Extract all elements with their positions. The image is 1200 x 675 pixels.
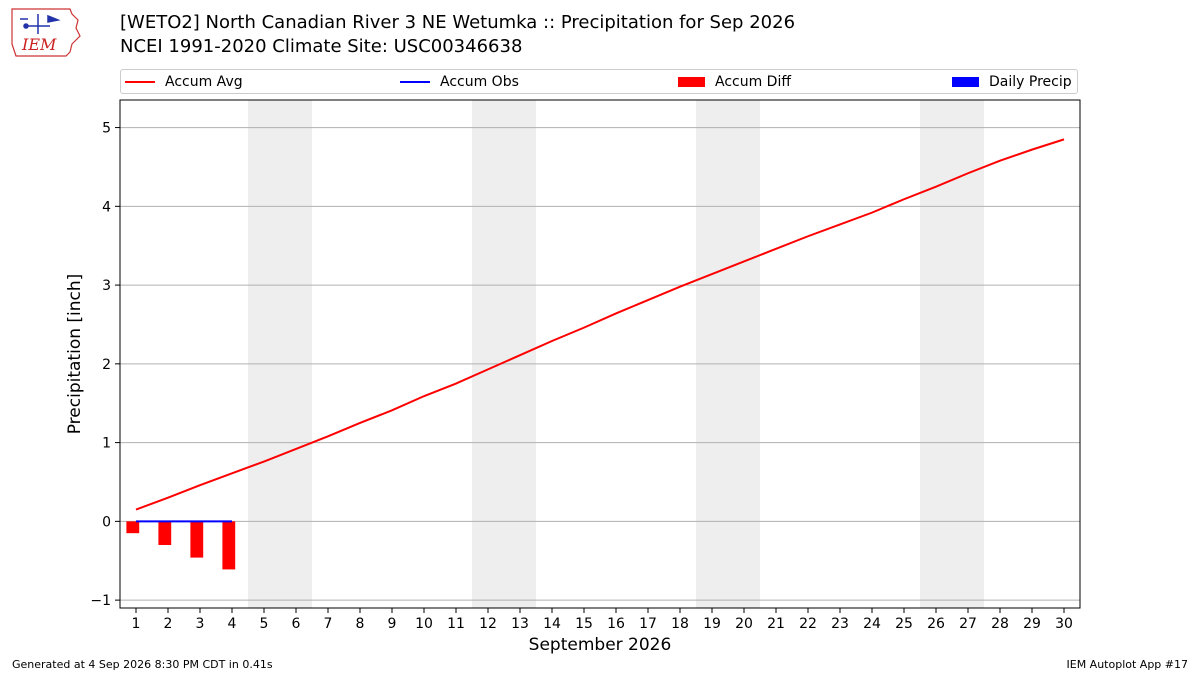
legend-item-accum-obs: Accum Obs bbox=[400, 73, 519, 91]
legend-swatch-accum-diff bbox=[678, 77, 705, 87]
x-tick-label: 15 bbox=[575, 616, 593, 632]
x-tick-label: 24 bbox=[863, 616, 881, 632]
x-tick-label: 29 bbox=[1023, 616, 1041, 632]
legend-item-accum-diff: Accum Diff bbox=[678, 73, 791, 91]
x-tick-label: 30 bbox=[1055, 616, 1073, 632]
accum-diff-bar bbox=[222, 521, 236, 570]
legend-label-daily-precip: Daily Precip bbox=[989, 74, 1072, 90]
x-tick-label: 28 bbox=[991, 616, 1009, 632]
legend-swatch-accum-obs bbox=[400, 81, 430, 83]
x-tick-label: 18 bbox=[671, 616, 689, 632]
iem-logo: IEM bbox=[8, 6, 82, 60]
accum-diff-bar bbox=[190, 521, 204, 558]
x-tick-label: 11 bbox=[447, 616, 465, 632]
accum-diff-bar bbox=[126, 521, 140, 534]
logo-text: IEM bbox=[21, 35, 57, 54]
legend-item-accum-avg: Accum Avg bbox=[125, 73, 243, 91]
x-tick-label: 27 bbox=[959, 616, 977, 632]
legend-swatch-daily-precip bbox=[952, 77, 979, 87]
x-tick-label: 1 bbox=[132, 616, 141, 632]
x-tick-label: 2 bbox=[164, 616, 173, 632]
chart-legend: Accum Avg Accum Obs Accum Diff Daily Pre… bbox=[120, 69, 1078, 94]
x-tick-label: 4 bbox=[228, 616, 237, 632]
y-tick-label: 2 bbox=[102, 357, 111, 373]
x-tick-label: 10 bbox=[415, 616, 433, 632]
x-tick-label: 17 bbox=[639, 616, 657, 632]
y-tick-label: 0 bbox=[102, 514, 111, 530]
chart-subtitle: NCEI 1991-2020 Climate Site: USC00346638 bbox=[120, 36, 523, 57]
y-tick-label: 5 bbox=[102, 121, 111, 137]
weather-station-icon bbox=[20, 14, 61, 34]
legend-label-accum-avg: Accum Avg bbox=[165, 74, 243, 90]
x-tick-label: 22 bbox=[799, 616, 817, 632]
x-tick-label: 23 bbox=[831, 616, 849, 632]
x-tick-label: 26 bbox=[927, 616, 945, 632]
plot-frame bbox=[119, 99, 1081, 609]
x-tick-label: 13 bbox=[511, 616, 529, 632]
y-axis-label: Precipitation [inch] bbox=[65, 274, 85, 435]
x-axis-label: September 2026 bbox=[529, 635, 672, 655]
footer-app: IEM Autoplot App #17 bbox=[1066, 658, 1189, 671]
y-tick-label: 3 bbox=[102, 278, 111, 294]
x-tick-label: 20 bbox=[735, 616, 753, 632]
legend-swatch-accum-avg bbox=[125, 81, 155, 83]
legend-label-accum-diff: Accum Diff bbox=[715, 74, 792, 90]
x-tick-label: 16 bbox=[607, 616, 625, 632]
x-tick-label: 9 bbox=[388, 616, 397, 632]
x-tick-label: 7 bbox=[324, 616, 333, 632]
weekend-shade bbox=[696, 100, 760, 608]
chart-title: [WETO2] North Canadian River 3 NE Wetumk… bbox=[120, 12, 796, 33]
x-tick-label: 3 bbox=[196, 616, 205, 632]
x-tick-label: 19 bbox=[703, 616, 721, 632]
weekend-shade bbox=[248, 100, 312, 608]
iowa-state-outline-icon bbox=[11, 8, 81, 57]
y-tick-label: 1 bbox=[102, 436, 111, 452]
x-tick-label: 5 bbox=[260, 616, 269, 632]
y-tick-label: 4 bbox=[102, 199, 111, 215]
x-tick-label: 8 bbox=[356, 616, 365, 632]
legend-item-daily-precip: Daily Precip bbox=[952, 73, 1072, 91]
x-tick-label: 14 bbox=[543, 616, 561, 632]
y-tick-label: −1 bbox=[90, 593, 111, 609]
legend-label-accum-obs: Accum Obs bbox=[440, 74, 519, 90]
x-tick-label: 6 bbox=[292, 616, 301, 632]
x-tick-label: 25 bbox=[895, 616, 913, 632]
weekend-shade bbox=[920, 100, 984, 608]
x-tick-label: 21 bbox=[767, 616, 785, 632]
x-tick-label: 12 bbox=[479, 616, 497, 632]
accum-diff-bar bbox=[158, 521, 172, 545]
footer-generated: Generated at 4 Sep 2026 8:30 PM CDT in 0… bbox=[12, 658, 273, 671]
weekend-shade bbox=[472, 100, 536, 608]
accum-avg-line bbox=[135, 138, 1065, 511]
